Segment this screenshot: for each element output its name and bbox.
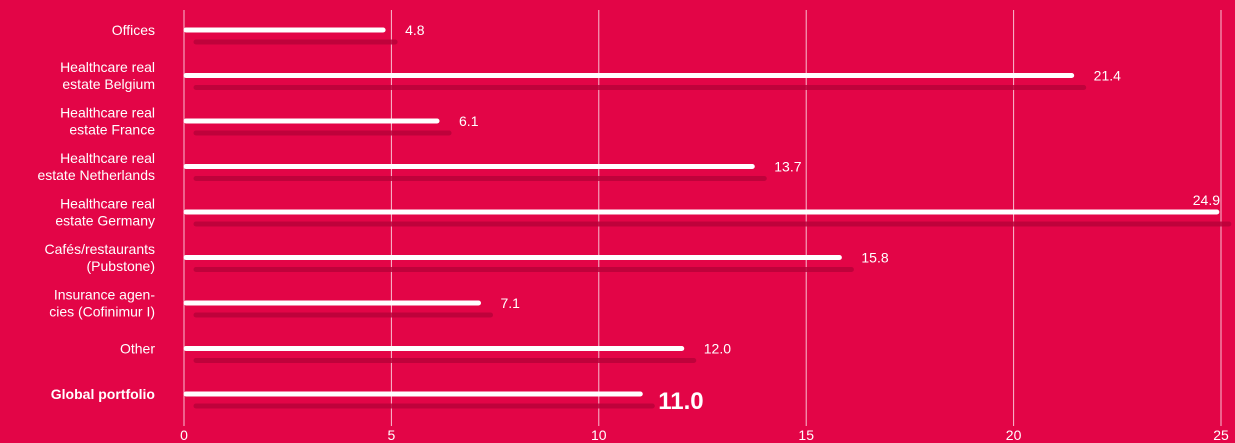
x-tick-label: 25 xyxy=(1213,427,1229,443)
value-label: 11.0 xyxy=(658,388,703,415)
category-label: Insurance agen-cies (Cofinimur I) xyxy=(49,287,155,320)
value-label: 21.4 xyxy=(1094,68,1121,84)
value-label: 6.1 xyxy=(459,113,479,129)
category-label: Healthcare real estate Belgium xyxy=(60,59,155,92)
category-label: Other xyxy=(120,341,155,357)
bars xyxy=(183,27,1220,397)
value-label: 24.9 xyxy=(1193,192,1220,208)
x-tick-label: 5 xyxy=(388,427,396,443)
x-tick-label: 20 xyxy=(1006,427,1022,443)
value-label: 15.8 xyxy=(861,250,888,266)
grid-lines xyxy=(183,10,1222,426)
x-tick-label: 15 xyxy=(798,427,814,443)
value-label: 7.1 xyxy=(501,295,521,311)
value-labels: 4.8 21.4 6.1 13.7 24.9 15.8 7.1 12.0 11.0 xyxy=(405,22,1220,415)
category-label: Global portfolio xyxy=(51,386,155,402)
category-label: Healthcare real estate France xyxy=(60,105,155,138)
category-label: Cafés/restaurants (Pubstone) xyxy=(45,241,156,274)
x-tick-label: 10 xyxy=(591,427,607,443)
bar-shadows xyxy=(193,39,1232,409)
category-label: Healthcare real estate Netherlands xyxy=(37,150,155,183)
value-label: 4.8 xyxy=(405,22,425,38)
x-tick-label: 0 xyxy=(180,427,188,443)
value-label: 13.7 xyxy=(774,159,801,175)
value-label: 12.0 xyxy=(704,341,731,357)
category-labels: Offices Healthcare real estate Belgium Heal… xyxy=(37,22,155,402)
category-label: Offices xyxy=(112,22,155,38)
category-label: Healthcare real estate Germany xyxy=(55,196,155,229)
x-axis-tick-labels: 0 5 10 15 20 25 xyxy=(180,427,1229,443)
